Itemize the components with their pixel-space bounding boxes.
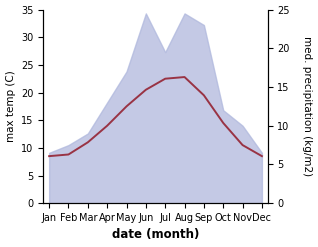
Y-axis label: max temp (C): max temp (C) — [5, 70, 16, 142]
Y-axis label: med. precipitation (kg/m2): med. precipitation (kg/m2) — [302, 36, 313, 176]
X-axis label: date (month): date (month) — [112, 228, 199, 242]
